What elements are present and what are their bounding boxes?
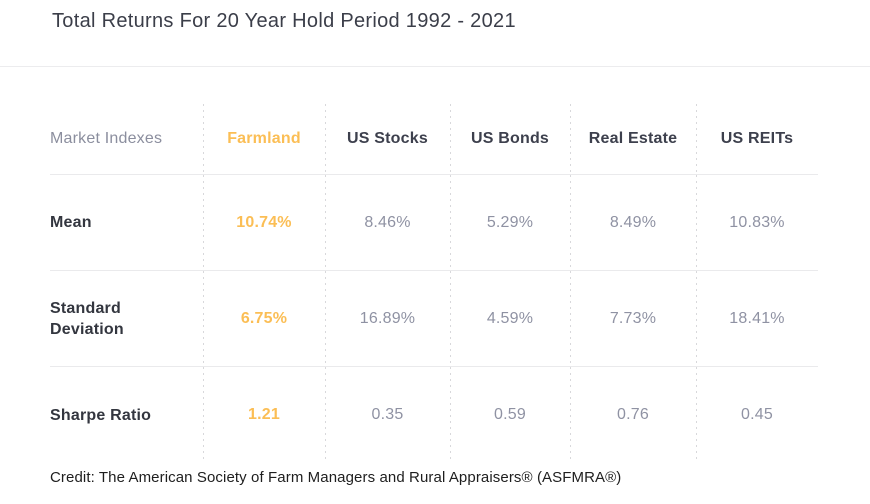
column-header-us-bonds: US Bonds <box>450 104 570 175</box>
value-stddev-us-stocks: 16.89% <box>325 271 450 367</box>
returns-table: Market Indexes Farmland US Stocks US Bon… <box>50 104 818 463</box>
value-text: 6.75% <box>240 309 288 327</box>
value-text: 0.76 <box>617 406 649 423</box>
value-stddev-farmland: 6.75% <box>203 271 325 367</box>
value-sharpe-real-estate: 0.76 <box>570 367 696 463</box>
value-mean-farmland: 10.74% <box>203 175 325 271</box>
row-label-text: Standard Deviation <box>50 299 124 338</box>
value-stddev-us-reits: 18.41% <box>696 271 818 367</box>
value-stddev-real-estate: 7.73% <box>570 271 696 367</box>
column-header-text: US Stocks <box>347 130 428 147</box>
row-label-text: Sharpe Ratio <box>50 406 152 424</box>
value-mean-real-estate: 8.49% <box>570 175 696 271</box>
value-mean-us-stocks: 8.46% <box>325 175 450 271</box>
row-label-standard-deviation: Standard Deviation <box>50 271 203 367</box>
value-text: 10.83% <box>729 213 785 231</box>
column-header-us-stocks: US Stocks <box>325 104 450 175</box>
value-sharpe-us-bonds: 0.59 <box>450 367 570 463</box>
value-sharpe-us-stocks: 0.35 <box>325 367 450 463</box>
column-header-real-estate: Real Estate <box>570 104 696 175</box>
value-text: 10.74% <box>236 213 292 231</box>
value-sharpe-us-reits: 0.45 <box>696 367 818 463</box>
corner-label: Market Indexes <box>50 104 203 175</box>
value-text: 7.73% <box>609 309 657 327</box>
value-text: 0.35 <box>371 406 404 423</box>
row-label-sharpe-ratio: Sharpe Ratio <box>50 367 203 463</box>
value-text: 18.41% <box>729 309 785 327</box>
value-text: 1.21 <box>248 406 280 423</box>
column-header-text: US REITs <box>720 130 794 147</box>
row-label-text: Mean <box>50 214 92 231</box>
value-text: 4.59% <box>486 309 534 327</box>
value-text: 0.45 <box>741 406 773 423</box>
column-header-text: US Bonds <box>470 130 550 147</box>
value-mean-us-reits: 10.83% <box>696 175 818 271</box>
value-mean-us-bonds: 5.29% <box>450 175 570 271</box>
column-header-text: Real Estate <box>588 130 678 147</box>
value-text: 5.29% <box>486 213 534 231</box>
value-stddev-us-bonds: 4.59% <box>450 271 570 367</box>
value-text: 16.89% <box>359 309 416 327</box>
title-divider <box>0 66 870 67</box>
value-text: 8.49% <box>609 213 657 231</box>
page-title: Total Returns For 20 Year Hold Period 19… <box>52 10 516 32</box>
value-text: 0.59 <box>494 406 526 423</box>
credit-line: Credit: The American Society of Farm Man… <box>50 469 622 486</box>
row-label-mean: Mean <box>50 175 203 271</box>
value-sharpe-farmland: 1.21 <box>203 367 325 463</box>
corner-label-text: Market Indexes <box>50 130 163 147</box>
value-text: 8.46% <box>364 213 411 231</box>
column-header-text: Farmland <box>227 130 301 147</box>
column-header-farmland: Farmland <box>203 104 325 175</box>
column-header-us-reits: US REITs <box>696 104 818 175</box>
